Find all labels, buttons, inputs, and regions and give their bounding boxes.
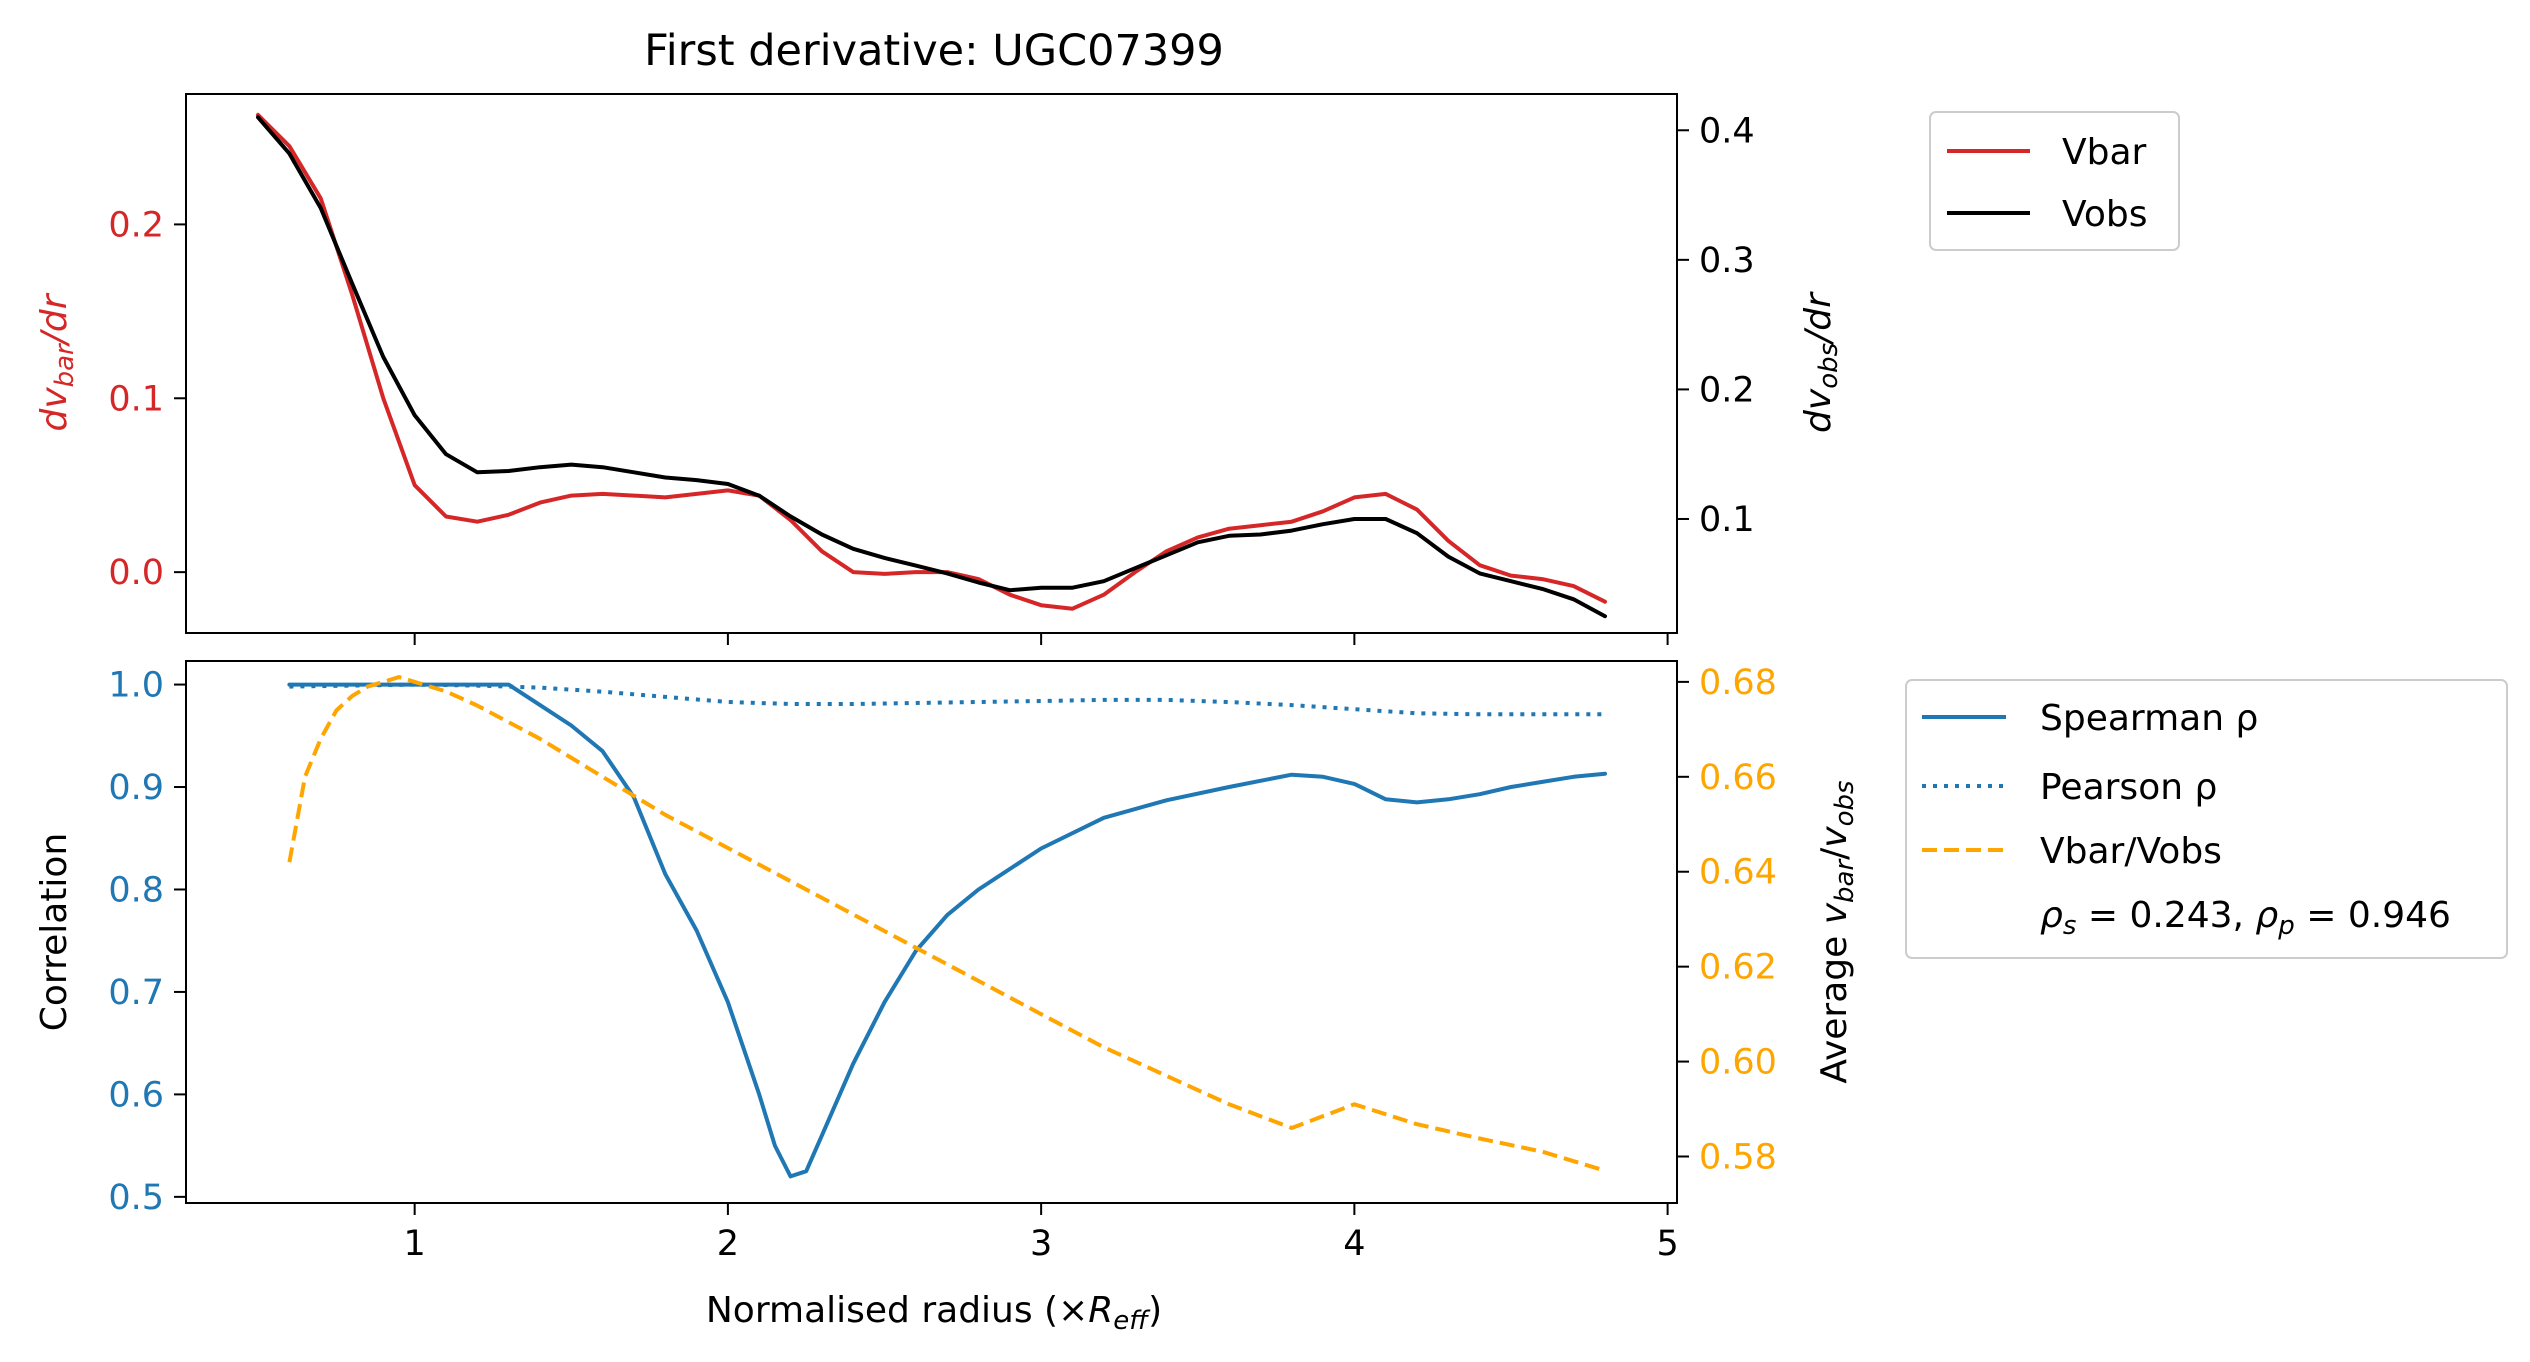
bottom-left-ytick-label: 0.8 bbox=[108, 870, 164, 910]
top-ticks: 0.0 0.1 0.2 0.1 0.2 0.3 0.4 bbox=[108, 111, 1755, 645]
legend-label-vobs: Vobs bbox=[2062, 194, 2147, 235]
top-left-ytick-label: 0.1 bbox=[108, 379, 164, 419]
bottom-xtick-label: 4 bbox=[1343, 1224, 1365, 1264]
bottom-right-ylabel-prefix: Average bbox=[1814, 924, 1855, 1083]
bottom-xlabel: Normalised radius (×Reff) bbox=[706, 1290, 1162, 1336]
top-legend-frame bbox=[1929, 111, 2180, 251]
bottom-left-ytick-label: 0.7 bbox=[108, 973, 164, 1013]
chart-title: First derivative: UGC07399 bbox=[644, 26, 1224, 76]
bottom-right-ytick-label: 0.64 bbox=[1699, 853, 1777, 893]
top-left-ylabel-sub: bar bbox=[50, 342, 80, 387]
bottom-series bbox=[287, 675, 1607, 1179]
top-left-ytick-label: 0.2 bbox=[108, 205, 164, 245]
bottom-xtick-label: 5 bbox=[1656, 1224, 1678, 1264]
bottom-xtick-label: 2 bbox=[717, 1224, 739, 1264]
bottom-xtick-label: 1 bbox=[404, 1224, 426, 1264]
bottom-right-ytick-label: 0.62 bbox=[1699, 948, 1777, 988]
bottom-legend-frame bbox=[1905, 679, 2508, 959]
bottom-right-ylabel-v2: v bbox=[1814, 826, 1855, 848]
bottom-xtick-label: 3 bbox=[1030, 1224, 1052, 1264]
bottom-left-ytick-label: 0.6 bbox=[108, 1075, 164, 1115]
bottom-right-ylabel-sub2: obs bbox=[1830, 780, 1860, 826]
bottom-ticks: 1 2 3 4 5 0.5 0.6 0.7 0.8 0.9 1.0 0.58 0.60 0.62 0.64 0… bbox=[108, 663, 1777, 1264]
top-right-ylabel-sub: obs bbox=[1814, 343, 1844, 389]
xlabel-sub: eff bbox=[1113, 1306, 1151, 1336]
series-line-vbar bbox=[256, 112, 1607, 611]
legend-label-vbar: Vbar bbox=[2062, 132, 2147, 173]
bottom-left-ytick-label: 0.5 bbox=[108, 1178, 164, 1218]
xlabel-r: R bbox=[1088, 1290, 1113, 1331]
rho-p-value: 0.946 bbox=[2348, 895, 2451, 936]
series-line-vobs bbox=[256, 115, 1607, 619]
bottom-plot-frame bbox=[185, 660, 1678, 1204]
legend-label-ratio: Vbar/Vobs bbox=[2040, 831, 2222, 872]
bottom-right-ytick-label: 0.66 bbox=[1699, 758, 1777, 798]
bottom-right-ylabel-sub1: bar bbox=[1830, 858, 1860, 903]
bottom-legend: Spearman ρ Pearson ρ Vbar/Vobs ρs = 0.24… bbox=[1905, 679, 2508, 959]
bottom-right-ytick-label: 0.58 bbox=[1699, 1137, 1777, 1177]
bottom-right-ylabel-v1: v bbox=[1814, 902, 1855, 924]
top-legend: Vbar Vobs bbox=[1929, 111, 2180, 251]
xlabel-prefix: Normalised radius (× bbox=[706, 1290, 1088, 1331]
top-right-ytick-label: 0.3 bbox=[1699, 241, 1755, 281]
top-right-ylabel: dvobs/dr bbox=[1798, 291, 1844, 433]
top-left-ylabel: dvbar/dr bbox=[34, 292, 80, 431]
top-left-ylabel-tail: /dr bbox=[34, 292, 75, 347]
top-plot-frame bbox=[185, 93, 1678, 634]
top-left-ylabel-main: dv bbox=[34, 387, 75, 432]
xlabel-suffix: ) bbox=[1148, 1290, 1162, 1331]
top-right-ylabel-main: dv bbox=[1798, 388, 1839, 433]
series-line-vbar-vobs bbox=[287, 675, 1606, 1173]
top-panel: 0.00.10.20.10.20.30.4 dvbar/dr dvobs/dr … bbox=[34, 93, 2180, 645]
bottom-panel: 1 2 3 4 5 0.5 0.6 0.7 0.8 0.9 1.0 0.58 0.60 0.62 0.64 0… bbox=[34, 660, 2508, 1336]
bottom-left-ytick-label: 0.9 bbox=[108, 768, 164, 808]
bottom-left-ylabel: Correlation bbox=[34, 833, 75, 1032]
bottom-right-ylabel: Average vbar/vobs bbox=[1814, 780, 1860, 1083]
bottom-left-ytick-label: 1.0 bbox=[108, 666, 164, 706]
top-right-ytick-label: 0.2 bbox=[1699, 370, 1755, 410]
bottom-right-ytick-label: 0.68 bbox=[1699, 663, 1777, 703]
series-line-spearman bbox=[287, 682, 1607, 1179]
top-series bbox=[256, 112, 1607, 619]
legend-label-pearson: Pearson ρ bbox=[2040, 767, 2217, 808]
legend-stats: ρs = 0.243, ρp = 0.946 bbox=[2040, 895, 2451, 941]
top-left-ytick-label: 0.0 bbox=[108, 553, 164, 593]
top-right-ylabel-tail: /dr bbox=[1798, 291, 1839, 346]
bottom-right-ytick-label: 0.60 bbox=[1699, 1043, 1777, 1083]
top-right-ytick-label: 0.1 bbox=[1699, 500, 1755, 540]
bottom-right-ylabel-slash: / bbox=[1814, 847, 1855, 860]
top-right-ytick-label: 0.4 bbox=[1699, 111, 1755, 151]
rho-s-value: 0.243 bbox=[2129, 895, 2232, 936]
legend-label-spearman: Spearman ρ bbox=[2040, 698, 2258, 739]
